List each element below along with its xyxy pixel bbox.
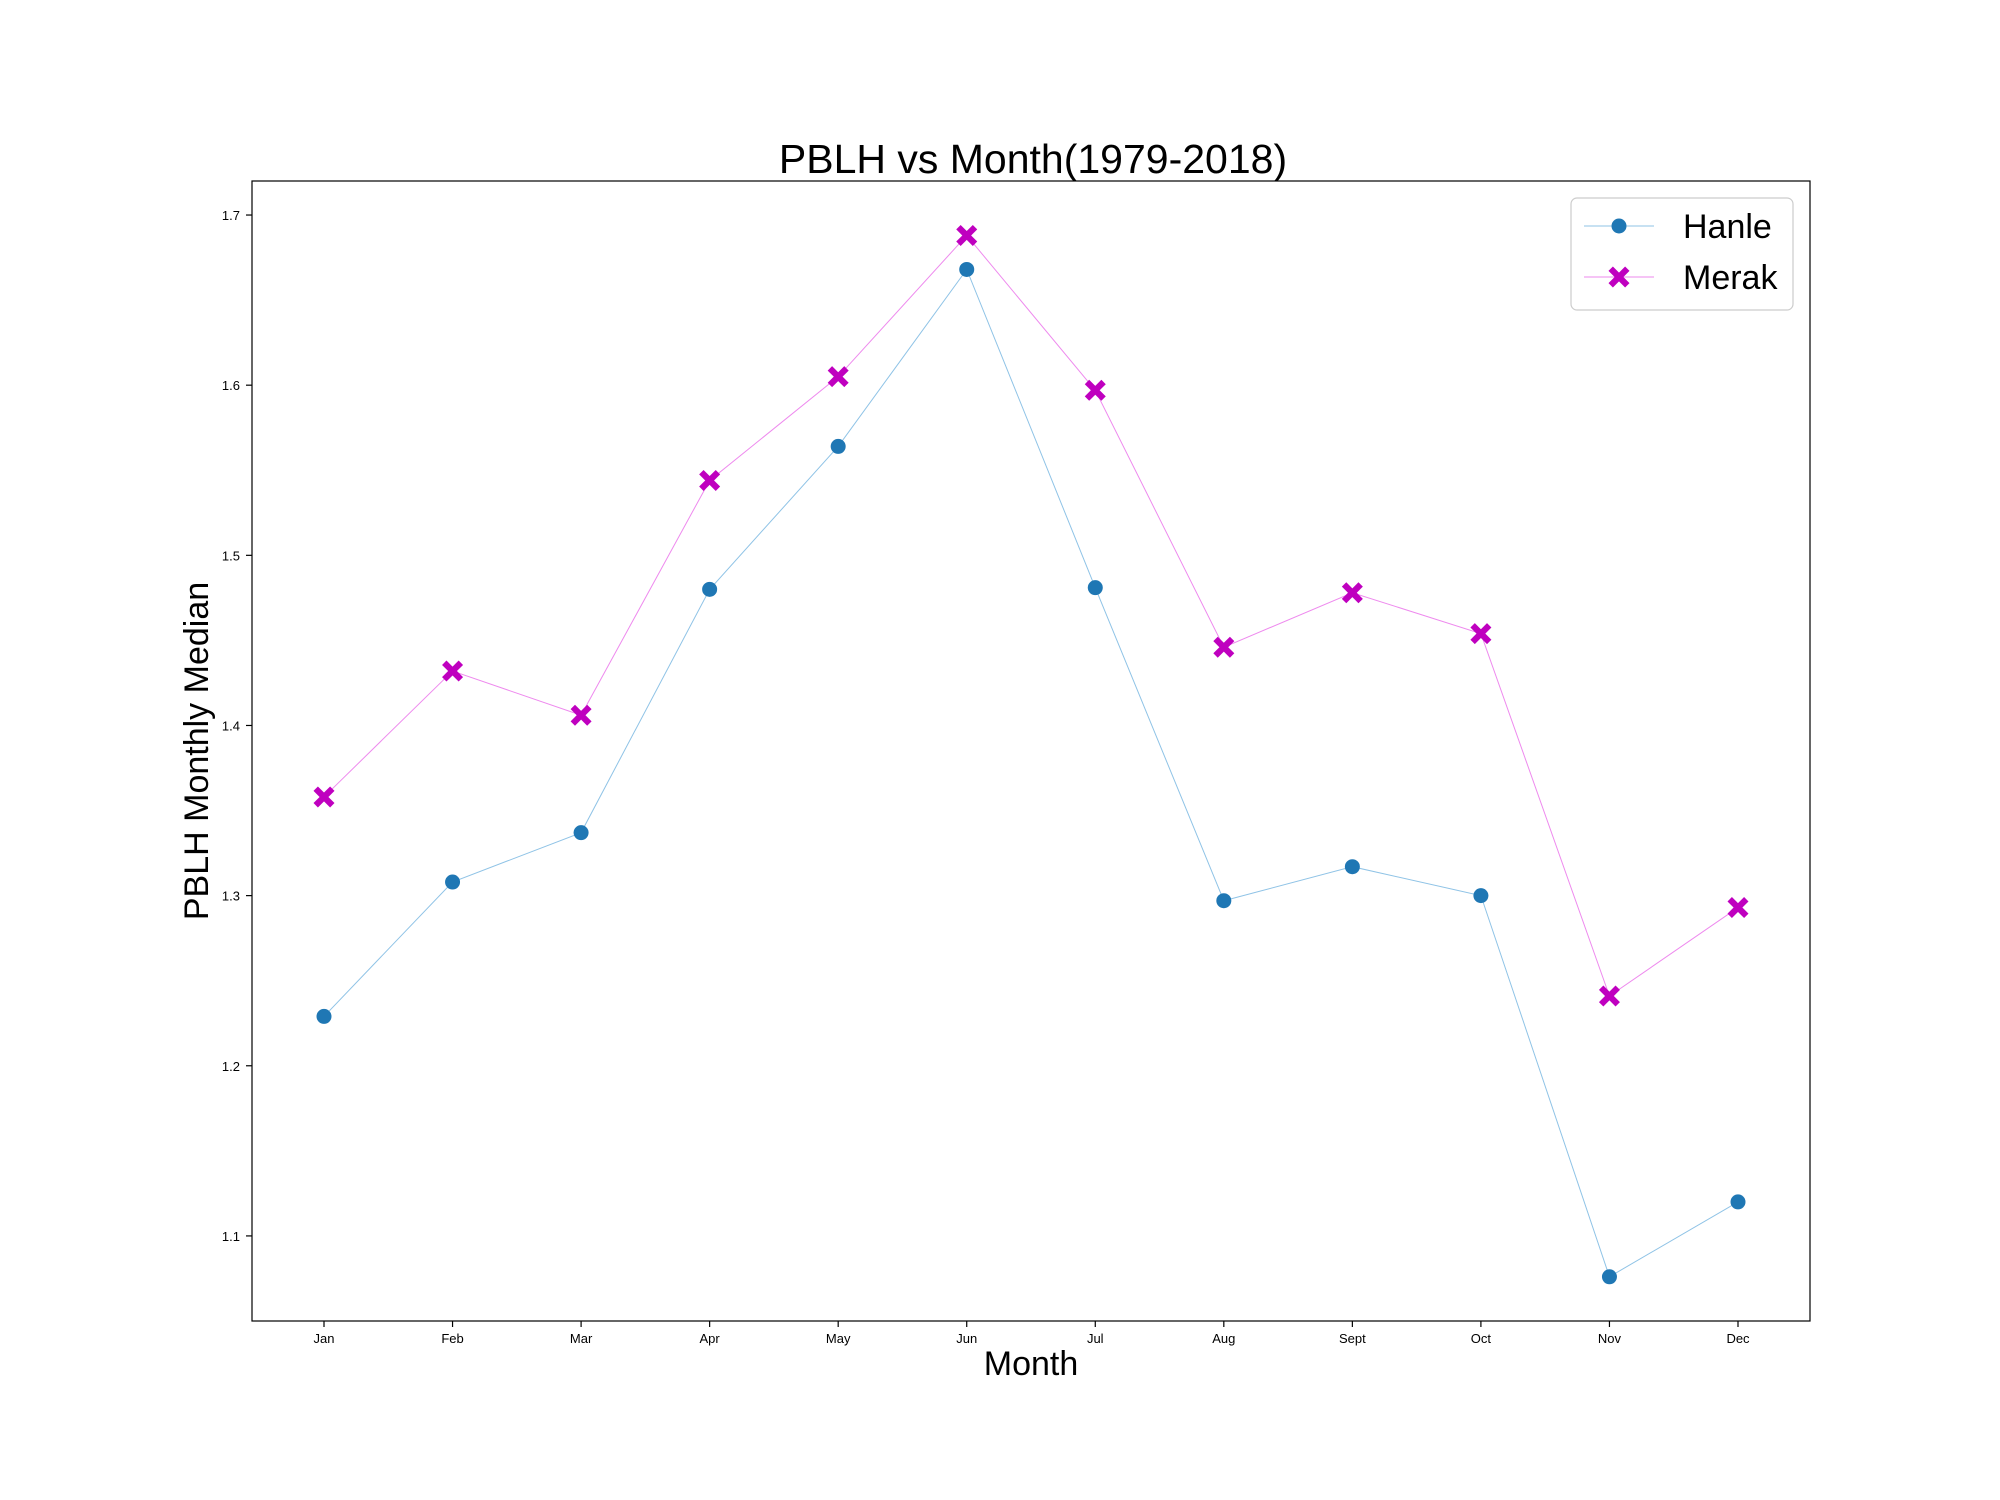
y-axis: 1.1 1.2 1.3 1.4 1.5 1.6 1.7 <box>222 208 252 1244</box>
data-point-hanle <box>830 438 846 454</box>
y-tick-label: 1.1 <box>222 1229 240 1244</box>
x-tick-label: Oct <box>1471 1331 1492 1346</box>
data-point-hanle <box>1216 893 1232 909</box>
series-merak <box>313 224 1749 1007</box>
x-tick-label: Sept <box>1339 1331 1366 1346</box>
legend-marker-merak <box>1608 266 1630 288</box>
data-point-hanle <box>702 581 718 597</box>
x-tick-label: Jun <box>956 1331 977 1346</box>
legend-label-hanle: Hanle <box>1683 208 1772 246</box>
data-point-hanle <box>959 261 975 277</box>
data-point-merak <box>1598 985 1620 1007</box>
y-tick-label: 1.3 <box>222 889 240 904</box>
y-tick-label: 1.7 <box>222 208 240 223</box>
data-point-hanle <box>1730 1194 1746 1210</box>
data-point-merak <box>570 704 592 726</box>
legend-label-merak: Merak <box>1683 259 1778 297</box>
x-tick-label: Apr <box>700 1331 721 1346</box>
x-tick-label: Nov <box>1598 1331 1622 1346</box>
data-point-merak <box>442 660 464 682</box>
chart-title: PBLH vs Month(1979-2018) <box>779 136 1287 182</box>
legend-marker-hanle <box>1611 218 1627 234</box>
data-point-hanle <box>1601 1269 1617 1285</box>
x-tick-label: Jul <box>1087 1331 1104 1346</box>
data-point-merak <box>699 469 721 491</box>
series-layer <box>313 224 1749 1285</box>
data-point-merak <box>313 786 335 808</box>
x-tick-label: Mar <box>570 1331 593 1346</box>
data-point-merak <box>1727 897 1749 919</box>
legend: Hanle Merak <box>1570 197 1794 311</box>
series-line-hanle <box>323 268 1739 1278</box>
series-hanle <box>316 261 1746 1285</box>
data-point-hanle <box>316 1008 332 1024</box>
data-point-hanle <box>1087 580 1103 596</box>
y-tick-label: 1.6 <box>222 378 240 393</box>
data-point-hanle <box>1344 859 1360 875</box>
y-tick-label: 1.5 <box>222 548 240 563</box>
series-line-merak <box>323 234 1739 997</box>
y-tick-label: 1.2 <box>222 1059 240 1074</box>
x-tick-label: Jan <box>314 1331 335 1346</box>
data-point-merak <box>1470 623 1492 645</box>
data-point-merak <box>827 366 849 388</box>
x-axis: Jan Feb Mar Apr May Jun Jul Aug Sept Oct Nov Dec <box>314 1321 1750 1346</box>
data-point-merak <box>956 224 978 246</box>
data-point-hanle <box>573 825 589 841</box>
data-point-merak <box>1213 636 1235 658</box>
plot-area <box>251 180 1811 1322</box>
x-tick-label: May <box>826 1331 851 1346</box>
x-tick-label: Feb <box>441 1331 463 1346</box>
x-axis-label: Month <box>984 1345 1079 1383</box>
x-tick-label: Dec <box>1726 1331 1750 1346</box>
x-tick-label: Aug <box>1212 1331 1235 1346</box>
data-point-merak <box>1341 582 1363 604</box>
data-point-hanle <box>1473 888 1489 904</box>
data-point-merak <box>1084 379 1106 401</box>
y-axis-label: PBLH Monthly Median <box>178 582 216 920</box>
plot-frame <box>251 180 1811 1322</box>
data-point-hanle <box>445 874 461 890</box>
y-tick-label: 1.4 <box>222 718 240 733</box>
